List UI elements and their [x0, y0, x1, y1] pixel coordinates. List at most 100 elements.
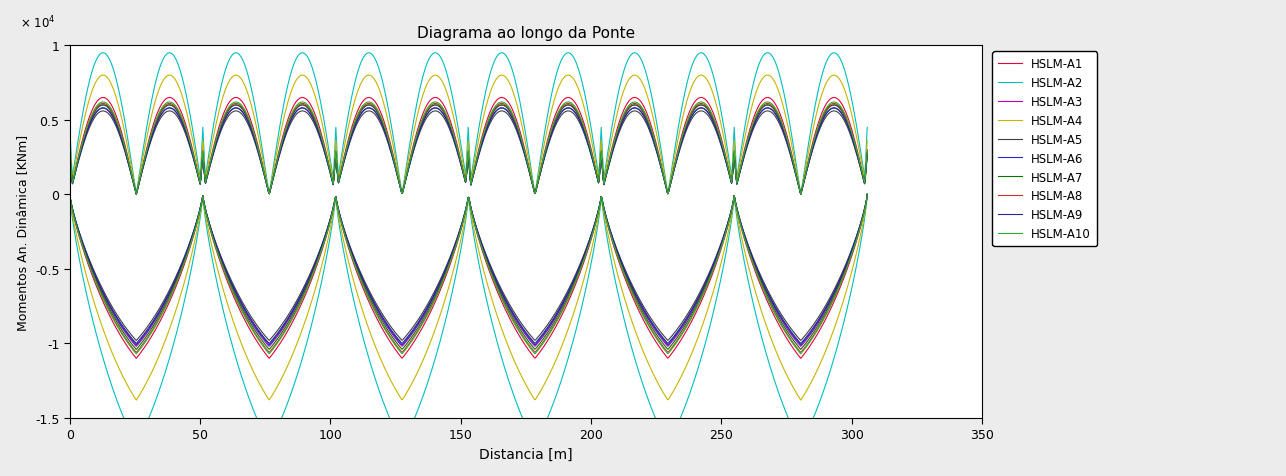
HSLM-A6: [62, 192, 77, 198]
HSLM-A4: [62, 192, 77, 198]
HSLM-A1: [482, 269, 498, 275]
HSLM-A6: [332, 210, 347, 216]
HSLM-A8: [482, 267, 498, 272]
Line: HSLM-A8: HSLM-A8: [69, 195, 867, 353]
HSLM-A9: [129, 341, 144, 347]
HSLM-A2: [482, 309, 498, 315]
HSLM-A4: [168, 307, 184, 312]
Line: HSLM-A6: HSLM-A6: [69, 195, 867, 345]
Line: HSLM-A7: HSLM-A7: [69, 195, 867, 350]
HSLM-A6: [499, 299, 514, 305]
HSLM-A8: [129, 350, 144, 356]
HSLM-A1: [332, 212, 347, 218]
HSLM-A10: [197, 205, 212, 211]
HSLM-A6: [859, 192, 874, 198]
HSLM-A10: [482, 267, 498, 273]
HSLM-A3: [499, 300, 514, 306]
HSLM-A1: [129, 356, 144, 361]
HSLM-A10: [62, 192, 77, 198]
HSLM-A8: [499, 305, 514, 310]
HSLM-A5: [129, 338, 144, 344]
HSLM-A3: [332, 210, 347, 216]
HSLM-A7: [197, 205, 212, 210]
Text: $\times$ 10$^4$: $\times$ 10$^4$: [19, 15, 55, 31]
HSLM-A1: [168, 284, 184, 289]
Line: HSLM-A5: HSLM-A5: [69, 195, 867, 341]
HSLM-A7: [482, 265, 498, 271]
HSLM-A7: [129, 347, 144, 353]
HSLM-A3: [168, 277, 184, 283]
HSLM-A5: [859, 192, 874, 198]
HSLM-A10: [332, 211, 347, 217]
HSLM-A8: [859, 192, 874, 198]
HSLM-A7: [859, 192, 874, 198]
HSLM-A4: [197, 209, 212, 215]
HSLM-A7: [168, 278, 184, 284]
HSLM-A6: [409, 324, 424, 329]
Title: Diagrama ao longo da Ponte: Diagrama ao longo da Ponte: [417, 26, 635, 41]
HSLM-A10: [129, 351, 144, 357]
Legend: HSLM-A1, HSLM-A2, HSLM-A3, HSLM-A4, HSLM-A5, HSLM-A6, HSLM-A7, HSLM-A8, HSLM-A9,: HSLM-A1, HSLM-A2, HSLM-A3, HSLM-A4, HSLM…: [993, 52, 1097, 247]
Line: HSLM-A10: HSLM-A10: [69, 195, 867, 354]
Line: HSLM-A9: HSLM-A9: [69, 195, 867, 344]
HSLM-A5: [62, 192, 77, 198]
HSLM-A1: [409, 336, 424, 341]
HSLM-A2: [499, 370, 514, 376]
Line: HSLM-A3: HSLM-A3: [69, 195, 867, 347]
HSLM-A9: [499, 298, 514, 304]
HSLM-A6: [129, 342, 144, 348]
HSLM-A4: [332, 217, 347, 223]
HSLM-A2: [332, 222, 347, 228]
HSLM-A3: [409, 325, 424, 331]
HSLM-A8: [168, 280, 184, 286]
HSLM-A4: [482, 289, 498, 295]
HSLM-A2: [168, 331, 184, 337]
HSLM-A9: [168, 275, 184, 281]
HSLM-A10: [859, 192, 874, 198]
HSLM-A10: [409, 332, 424, 337]
HSLM-A8: [62, 192, 77, 198]
HSLM-A7: [62, 192, 77, 198]
Line: HSLM-A4: HSLM-A4: [69, 195, 867, 400]
HSLM-A5: [197, 204, 212, 210]
X-axis label: Distancia [m]: Distancia [m]: [480, 447, 572, 461]
HSLM-A6: [168, 276, 184, 282]
HSLM-A10: [168, 281, 184, 287]
HSLM-A5: [409, 320, 424, 326]
HSLM-A4: [499, 338, 514, 344]
HSLM-A4: [409, 372, 424, 378]
HSLM-A5: [332, 210, 347, 216]
HSLM-A8: [409, 330, 424, 336]
HSLM-A6: [197, 204, 212, 210]
HSLM-A7: [332, 211, 347, 217]
HSLM-A2: [859, 192, 874, 198]
HSLM-A3: [859, 192, 874, 198]
HSLM-A9: [859, 192, 874, 198]
HSLM-A9: [197, 204, 212, 210]
HSLM-A5: [499, 296, 514, 301]
Y-axis label: Momentos An. Dinâmica [KNm]: Momentos An. Dinâmica [KNm]: [17, 134, 30, 330]
HSLM-A3: [62, 192, 77, 198]
HSLM-A10: [499, 306, 514, 311]
HSLM-A2: [62, 192, 77, 198]
HSLM-A2: [129, 442, 144, 448]
Line: HSLM-A1: HSLM-A1: [69, 195, 867, 358]
HSLM-A4: [129, 397, 144, 403]
HSLM-A9: [332, 210, 347, 216]
HSLM-A7: [499, 302, 514, 308]
HSLM-A6: [482, 263, 498, 268]
HSLM-A1: [499, 308, 514, 314]
HSLM-A7: [409, 327, 424, 333]
HSLM-A9: [409, 323, 424, 328]
HSLM-A1: [859, 192, 874, 198]
HSLM-A5: [482, 261, 498, 267]
HSLM-A8: [332, 211, 347, 217]
HSLM-A9: [62, 192, 77, 198]
HSLM-A9: [482, 262, 498, 268]
HSLM-A3: [197, 205, 212, 210]
Line: HSLM-A2: HSLM-A2: [69, 195, 867, 445]
HSLM-A2: [197, 212, 212, 218]
HSLM-A8: [197, 205, 212, 211]
HSLM-A1: [197, 206, 212, 211]
HSLM-A3: [482, 264, 498, 269]
